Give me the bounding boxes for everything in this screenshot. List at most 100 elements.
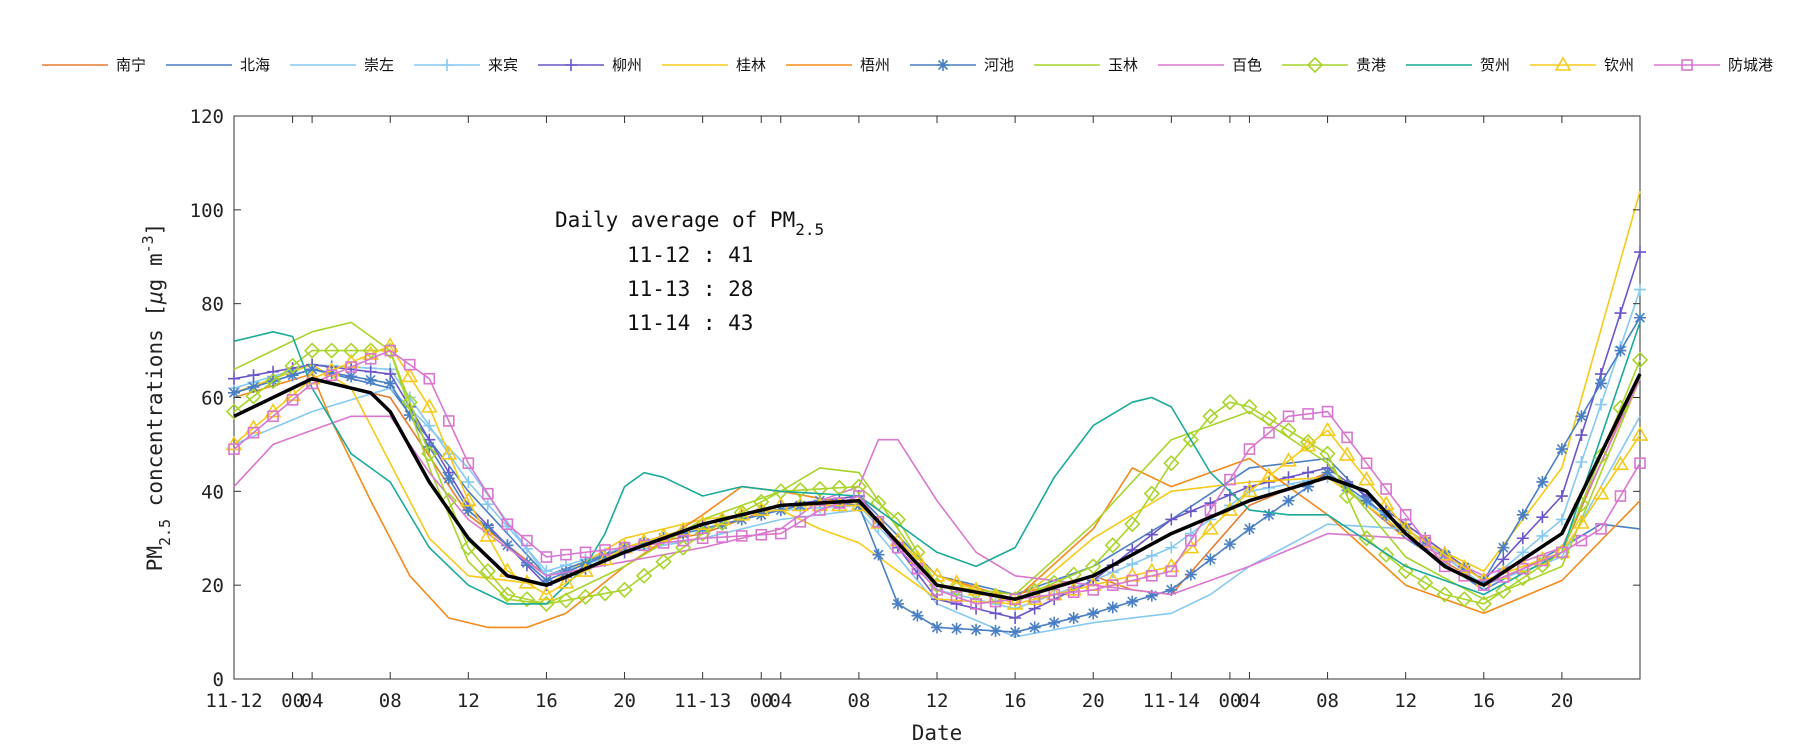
marker-河池-6 [345, 370, 358, 383]
marker-钦州-57 [1338, 446, 1356, 461]
legend-entry-北海: 北海 [166, 56, 270, 74]
marker-防城港-55 [1302, 408, 1314, 420]
marker-防城港-24 [696, 532, 709, 545]
marker-来宾-13 [481, 498, 494, 511]
legend-marker-防城港 [1681, 59, 1693, 71]
marker-防城港-18 [579, 546, 592, 559]
x-tick-label-19: 16 [1472, 690, 1495, 712]
legend-marker-柳州 [565, 59, 577, 71]
marker-来宾-48 [1165, 541, 1178, 554]
marker-钦州-61 [1416, 533, 1434, 548]
y-label-close: ] [143, 223, 167, 236]
marker-河池-42 [1048, 616, 1061, 629]
marker-贵港-35 [909, 544, 926, 561]
marker-河池-41 [1028, 621, 1041, 634]
series-line-南宁 [233, 373, 1641, 596]
marker-钦州-11 [440, 445, 458, 460]
marker-防城港-43 [1067, 586, 1080, 599]
marker-贵港-49 [1182, 431, 1199, 448]
marker-贵港-55 [1299, 433, 1317, 451]
marker-防城港-27 [755, 528, 768, 541]
series-钦州 [225, 337, 1649, 610]
marker-河池-70 [1594, 377, 1607, 390]
series-防城港 [228, 344, 1646, 610]
marker-河池-58 [1360, 494, 1373, 507]
x-tick-label-1: 00 [281, 690, 304, 712]
marker-河池-33 [872, 548, 885, 561]
marker-防城港-44 [1087, 584, 1100, 596]
marker-柳州-53 [1262, 475, 1275, 488]
marker-河池-44 [1087, 607, 1100, 620]
marker-防城港-51 [1224, 473, 1236, 486]
marker-贵港-70 [1592, 448, 1610, 465]
marker-来宾-69 [1575, 456, 1588, 469]
marker-钦州-56 [1319, 421, 1336, 437]
marker-河池-15 [520, 556, 533, 569]
series-line-贵港 [233, 349, 1641, 605]
x-tick-label-16: 04 [1238, 690, 1261, 712]
marker-贵港-36 [928, 577, 946, 594]
marker-防城港-14 [501, 518, 514, 530]
marker-河池-71 [1614, 344, 1627, 357]
marker-来宾-12 [462, 475, 475, 488]
marker-柳州-55 [1302, 466, 1315, 479]
marker-贵港-44 [1085, 558, 1102, 575]
legend-label-防城港: 防城港 [1728, 56, 1773, 74]
marker-贵港-32 [850, 478, 868, 495]
marker-河池-66 [1516, 508, 1529, 521]
legend-entry-贵港: 贵港 [1282, 56, 1386, 74]
y-tick-label-80: 80 [201, 294, 224, 316]
marker-柳州-69 [1575, 429, 1588, 442]
marker-河池-48 [1165, 583, 1178, 596]
marker-贵港-34 [889, 511, 907, 528]
series-南宁 [233, 373, 1641, 596]
marker-来宾-10 [423, 419, 436, 432]
marker-钦州-53 [1260, 467, 1278, 482]
series-layer [225, 190, 1649, 639]
x-tick-label-5: 16 [535, 690, 558, 712]
legend-entry-河池: 河池 [910, 56, 1014, 74]
x-tick-label-15: 00 [1218, 690, 1241, 712]
x-tick-label-11: 12 [926, 690, 949, 712]
x-tick-label-17: 08 [1316, 690, 1339, 712]
marker-防城港-28 [774, 527, 787, 540]
marker-防城港-29 [794, 516, 807, 528]
marker-钦州-10 [420, 398, 438, 413]
marker-防城港-37 [950, 591, 963, 603]
legend-label-北海: 北海 [240, 56, 270, 74]
marker-柳州-39 [989, 607, 1002, 620]
marker-柳州-48 [1165, 513, 1178, 526]
marker-防城港-16 [540, 551, 553, 563]
marker-河池-51 [1223, 538, 1236, 551]
marker-防城港-60 [1399, 508, 1412, 521]
marker-河池-16 [540, 574, 553, 587]
marker-河池-8 [384, 377, 397, 390]
marker-来宾-67 [1536, 529, 1549, 542]
legend-marker-钦州 [1554, 56, 1572, 71]
marker-贵港-21 [635, 567, 653, 584]
legend-entry-梧州: 梧州 [786, 56, 890, 74]
marker-河池-36 [931, 621, 943, 634]
marker-防城港-66 [1517, 562, 1529, 575]
marker-贵港-14 [499, 586, 516, 603]
marker-防城港-9 [403, 358, 416, 371]
marker-贵港-1 [245, 388, 262, 405]
marker-钦州-22 [655, 527, 673, 542]
x-tick-label-7: 11-13 [674, 690, 731, 712]
marker-防城港-52 [1243, 443, 1256, 455]
annotation-line-3: 11-14 : 43 [627, 311, 753, 335]
annotation-title: Daily average of PM2.5 [555, 208, 824, 239]
marker-防城港-56 [1321, 405, 1334, 418]
legend: 南宁 北海 崇左 来宾 柳州 桂林 梧州 河池 玉林 百色 贵港 贺州 钦州 防城港 [42, 56, 1773, 74]
marker-贵港-17 [557, 592, 575, 609]
marker-防城港-8 [384, 344, 397, 357]
legend-entry-桂林: 桂林 [662, 56, 766, 74]
marker-防城港-70 [1595, 523, 1607, 535]
marker-柳州-47 [1145, 528, 1158, 541]
marker-贵港-59 [1378, 546, 1395, 563]
marker-贵港-5 [323, 342, 340, 359]
marker-钦州-40 [1006, 595, 1024, 610]
marker-柳州-67 [1536, 511, 1549, 524]
marker-河池-21 [638, 536, 651, 549]
